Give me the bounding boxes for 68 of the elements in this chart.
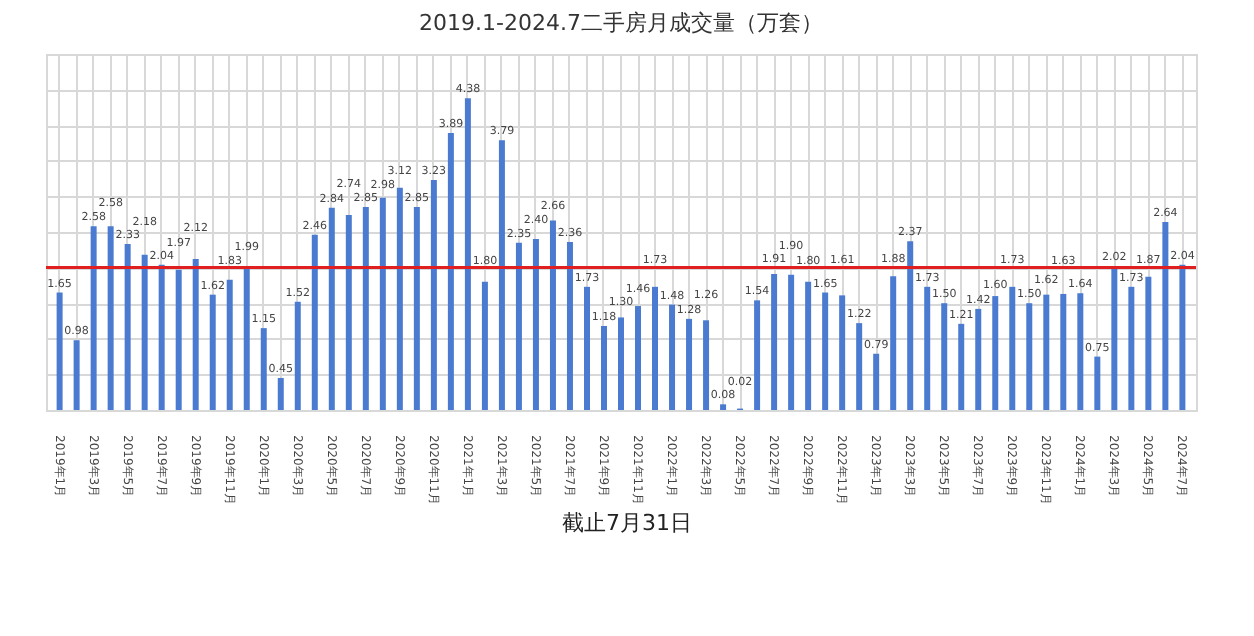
bar [226,279,233,410]
bar [600,325,607,410]
bar [822,292,829,410]
bar [924,286,931,410]
bar [175,269,182,410]
bar [90,226,97,410]
bar [158,264,165,410]
bar [1179,264,1186,410]
bar [703,320,710,410]
bar [873,353,880,410]
bar [481,281,488,410]
bar [1128,286,1135,410]
bar [413,207,420,410]
bar [124,244,131,410]
bar [941,303,948,410]
bar [618,317,624,410]
bar [720,404,727,410]
bar [532,239,539,410]
bar [396,187,403,410]
bar [1077,293,1084,410]
bar [345,214,352,410]
bar [107,226,114,410]
bar [566,241,573,410]
bar [652,286,659,410]
bar [260,328,267,410]
bar [890,276,897,410]
bar [243,268,250,410]
bar [209,294,216,410]
bar [379,197,386,410]
bar [958,323,965,410]
bar [1009,286,1016,410]
bar [362,207,369,410]
bar [277,377,284,410]
bar [311,234,318,410]
bar [635,306,642,410]
bar [515,242,522,410]
bar [754,300,761,410]
bar [1060,293,1067,410]
bar [856,323,863,410]
bar [294,301,301,410]
bar [56,292,63,410]
bar [1111,266,1118,410]
bar [192,259,199,410]
bar [805,281,812,410]
bar [975,308,982,410]
chart-title: 2019.1-2024.7二手房月成交量（万套） [419,10,823,36]
text: 截止7月31日 [560,508,694,538]
bar [1162,222,1169,410]
bar [498,140,505,410]
bar [907,241,914,410]
bar [141,254,148,410]
bar [328,207,335,410]
bar [549,220,556,410]
bar [839,295,846,410]
bar [73,340,80,410]
bar [686,318,693,410]
bar [788,274,795,410]
bar [1026,303,1033,410]
bar [1145,276,1152,410]
bar [1043,294,1050,410]
bar [992,296,999,410]
bar [464,98,471,410]
bar [583,286,590,410]
bar [1094,356,1101,410]
bar [669,304,676,410]
bar [447,133,454,410]
bar [430,180,437,410]
bar [771,274,778,410]
